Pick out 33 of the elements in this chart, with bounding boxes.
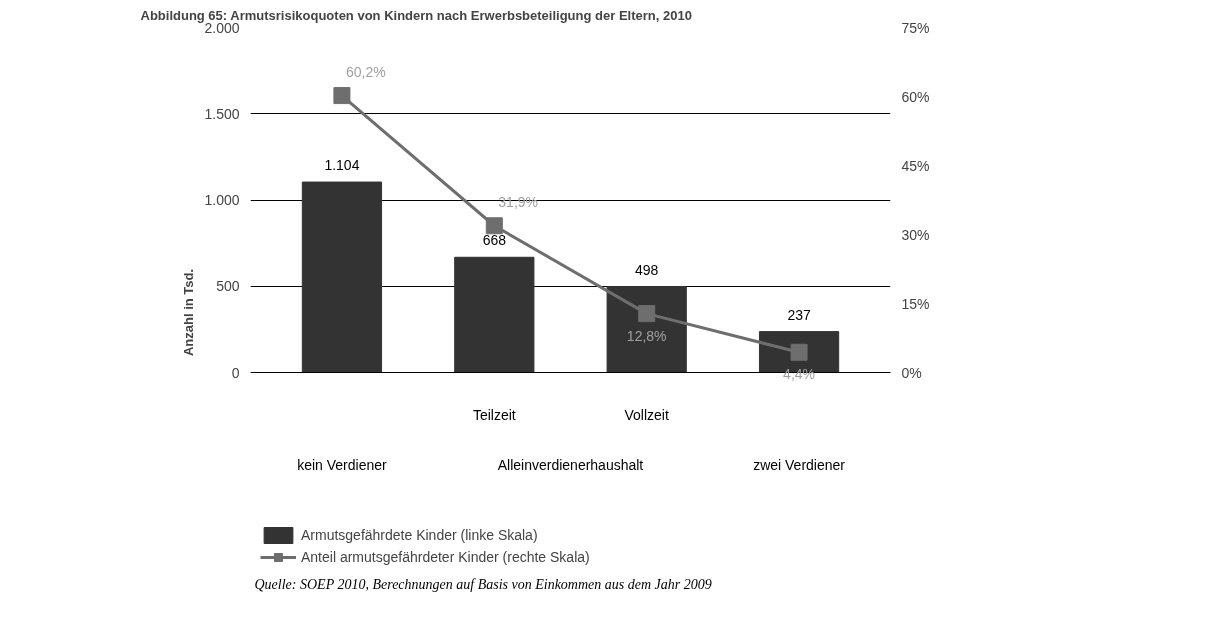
chart-title: Abbildung 65: Armutsrisikoquoten von Kindern nach Erwerbsbeteiligung der Eltern, 2010	[140, 7, 692, 23]
x-tick-label: zwei Verdiener	[753, 456, 846, 473]
legend-label: Anteil armutsgefährdeter Kinder (rechte Skala)	[301, 549, 590, 565]
point	[790, 343, 808, 361]
bar	[454, 256, 535, 373]
data-label: 237	[787, 306, 811, 323]
y2-tick-label: 0%	[901, 364, 922, 381]
data-label: 60,2%	[345, 63, 386, 80]
y-tick-label: 500	[216, 278, 240, 295]
y2-tick-label: 75%	[901, 19, 930, 36]
data-label: 498	[635, 261, 659, 278]
y2-tick-label: 15%	[901, 295, 930, 312]
y2-tick-label: 60%	[901, 88, 930, 105]
text: Alleinverdienerhaushalt	[497, 456, 644, 473]
source-note: Quelle: SOEP 2010, Berechnungen auf Basis von Einkommen aus dem Jahr 2009	[254, 576, 712, 592]
y-tick-label: 1.500	[204, 105, 240, 122]
bar	[606, 286, 687, 373]
x-tick-label: Teilzeit	[472, 406, 516, 423]
x-tick-label: kein Verdiener	[297, 456, 388, 473]
y-tick-label: 0	[231, 364, 240, 381]
y-tick-label: 1.000	[204, 192, 240, 208]
point	[333, 87, 351, 105]
y2-tick-label: 45%	[901, 157, 930, 174]
data-label: 12,8%	[626, 327, 667, 344]
y2-tick-label: 30%	[901, 226, 930, 243]
bar	[301, 181, 383, 373]
data-label: 1.104	[324, 157, 360, 174]
point	[485, 217, 503, 235]
point	[638, 305, 656, 323]
x-tick-label: Vollzeit	[624, 406, 669, 423]
legend-label: Armutsgefährdete Kinder (linke Skala)	[301, 527, 538, 543]
y-axis-title: Anzahl in Tsd.	[181, 268, 197, 357]
data-label: 668	[482, 232, 507, 249]
